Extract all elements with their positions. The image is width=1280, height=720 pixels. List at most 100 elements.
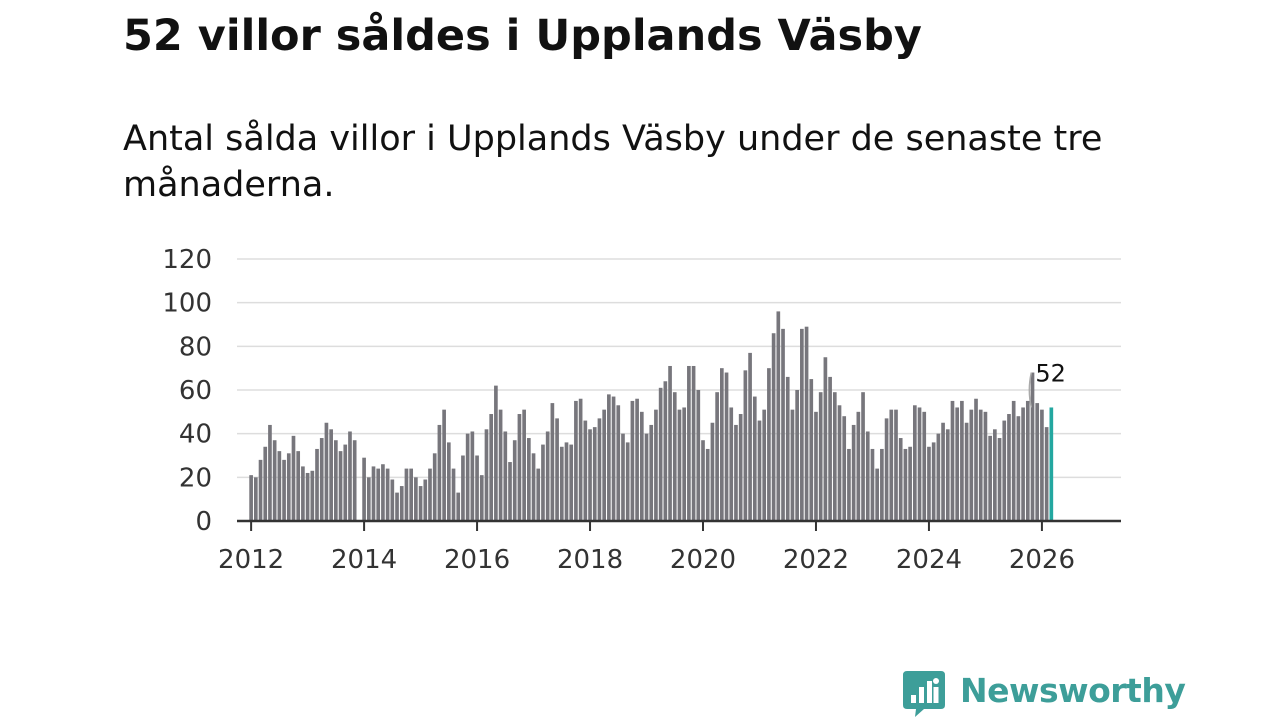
bar <box>701 440 705 521</box>
bar <box>649 424 654 521</box>
bar <box>437 424 442 521</box>
x-tick-label-2020: 2020 <box>670 545 736 575</box>
bar <box>936 433 941 521</box>
bar <box>371 466 376 521</box>
bar <box>432 453 437 521</box>
bar <box>705 448 710 521</box>
bar <box>941 422 945 521</box>
bar <box>1021 407 1025 521</box>
bar <box>818 392 823 521</box>
bar <box>597 418 602 521</box>
x-tick-label-2014: 2014 <box>331 545 397 575</box>
x-tick-label-2016: 2016 <box>444 545 510 575</box>
bar <box>724 372 729 521</box>
bar <box>931 442 936 521</box>
bar <box>503 431 508 521</box>
bar <box>988 435 992 521</box>
y-tick-labels: 0 20 40 60 80 100 120 <box>162 245 212 537</box>
bar <box>305 472 310 521</box>
bar <box>414 477 418 521</box>
bar <box>395 492 399 521</box>
x-tick-label-2026: 2026 <box>1009 545 1075 575</box>
bar <box>1025 400 1030 521</box>
bar <box>800 328 804 521</box>
bar <box>602 409 606 521</box>
bar <box>903 448 908 521</box>
chart-subtitle: Antal sålda villor i Upplands Väsby unde… <box>123 119 1103 205</box>
bar <box>767 368 771 521</box>
bar <box>451 468 456 521</box>
bar <box>771 333 776 521</box>
bar <box>352 440 357 521</box>
bar <box>545 431 550 521</box>
bar <box>512 440 517 521</box>
bar <box>672 392 677 521</box>
bar <box>494 385 498 521</box>
bar <box>272 440 277 521</box>
bar <box>592 427 597 521</box>
x-ticks: 2012 2014 2016 2018 2020 2022 2024 2026 <box>218 521 1075 575</box>
bar <box>710 422 715 521</box>
bar <box>1030 372 1035 521</box>
bar <box>461 455 465 521</box>
bar <box>258 459 263 521</box>
bar <box>776 311 781 521</box>
bar <box>418 486 423 521</box>
bar <box>795 390 799 521</box>
newsworthy-chart-bubble-icon <box>903 671 945 717</box>
bar <box>621 433 625 521</box>
bar <box>969 409 974 521</box>
bar <box>484 429 489 521</box>
bar <box>964 422 969 521</box>
bar <box>691 365 696 521</box>
bar <box>569 444 574 521</box>
bar <box>851 424 856 521</box>
bar <box>268 424 272 521</box>
bar <box>785 376 790 521</box>
bar <box>837 405 842 521</box>
bar <box>465 433 470 521</box>
bar <box>550 403 555 521</box>
bar <box>343 444 348 521</box>
bar <box>814 411 818 521</box>
bar <box>564 442 569 521</box>
bar <box>555 418 559 521</box>
bar <box>456 492 461 521</box>
bar <box>616 405 621 521</box>
bar <box>578 398 583 521</box>
bar <box>277 451 282 521</box>
bar <box>870 448 875 521</box>
bar <box>781 328 785 521</box>
bar <box>809 379 814 521</box>
y-tick-label-100: 100 <box>162 289 212 319</box>
bar <box>446 442 451 521</box>
x-tick-label-2012: 2012 <box>218 545 284 575</box>
highlight-range-bracket <box>1028 372 1033 408</box>
bar <box>856 411 861 521</box>
bar <box>757 420 762 521</box>
bar <box>1002 420 1007 521</box>
bar <box>531 453 536 521</box>
bar <box>498 409 503 521</box>
bar <box>253 477 258 521</box>
bar <box>748 352 752 521</box>
bar <box>842 416 847 521</box>
bar <box>385 468 390 521</box>
x-tick-label-2024: 2024 <box>896 545 962 575</box>
bar <box>950 400 955 521</box>
bar <box>983 411 988 521</box>
brand-name: Newsworthy <box>960 671 1186 710</box>
bar <box>719 368 724 521</box>
bar <box>682 407 687 521</box>
bar <box>376 468 381 521</box>
bar <box>974 398 978 521</box>
bar <box>898 438 903 521</box>
bar <box>390 479 395 521</box>
bar <box>348 431 352 521</box>
bar <box>249 475 253 521</box>
bar <box>832 392 837 521</box>
bar <box>1040 409 1044 521</box>
bar <box>315 448 319 521</box>
bar <box>945 429 950 521</box>
